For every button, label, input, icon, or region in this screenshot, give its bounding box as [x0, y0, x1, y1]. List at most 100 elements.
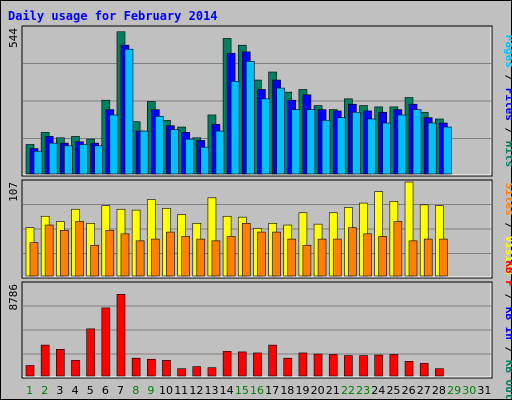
- x-tick-label: 4: [72, 384, 79, 397]
- bar-sites: [90, 244, 99, 277]
- bar-sites: [105, 230, 115, 277]
- bar-sites: [257, 231, 266, 277]
- bar-sites: [44, 224, 54, 277]
- bar-kb-f: [374, 354, 384, 377]
- x-tick-label: 12: [189, 384, 203, 397]
- bar-kb-f: [298, 352, 308, 377]
- bar-kb-f: [268, 344, 277, 377]
- bar-pages: [367, 118, 376, 175]
- bar-pages: [306, 109, 316, 175]
- x-tick-label: 23: [356, 384, 370, 397]
- bar-pages: [64, 145, 73, 175]
- legend-entry: Pages: [503, 35, 512, 68]
- legend-label: KB F / KB In / KB Out: [503, 260, 512, 399]
- bar-sites: [423, 238, 433, 277]
- bar-sites: [378, 236, 388, 277]
- y-max-label: 8786: [7, 284, 20, 311]
- bar-kb-f: [207, 367, 217, 377]
- bar-pages: [230, 81, 240, 175]
- x-tick-label: 3: [56, 384, 63, 397]
- x-tick-label: 27: [417, 384, 431, 397]
- x-tick-label: 17: [265, 384, 279, 397]
- bar-pages: [109, 114, 119, 175]
- x-tick-label: 18: [280, 384, 294, 397]
- x-tick-label: 25: [386, 384, 400, 397]
- bar-sites: [241, 222, 251, 277]
- bar-sites: [226, 236, 236, 277]
- bar-kb-f: [40, 344, 50, 377]
- bar-sites: [196, 238, 206, 277]
- bar-kb-f: [101, 307, 111, 377]
- bar-pages: [170, 129, 179, 175]
- bar-pages: [154, 115, 164, 175]
- x-tick-label: 7: [117, 384, 124, 397]
- bar-sites: [332, 238, 342, 277]
- bar-kb-f: [344, 355, 353, 377]
- bar-sites: [75, 221, 84, 277]
- x-tick-label: 5: [87, 384, 94, 397]
- bar-pages: [382, 122, 392, 175]
- legend-entry: /: [503, 121, 512, 141]
- bar-kb-f: [222, 351, 232, 377]
- bar-kb-f: [328, 354, 338, 377]
- x-tick-label: 11: [174, 384, 188, 397]
- x-tick-label: 26: [402, 384, 416, 397]
- bar-pages: [336, 117, 346, 175]
- bar-pages: [261, 98, 270, 175]
- bar-kb-f: [71, 359, 80, 377]
- bar-sites: [29, 242, 39, 277]
- x-tick-label: 14: [220, 384, 234, 397]
- legend-entry: /: [503, 287, 512, 307]
- bar-sites: [272, 231, 281, 277]
- bar-sites: [363, 233, 372, 277]
- bar-kb-f: [283, 357, 293, 377]
- bar-sites: [120, 233, 130, 277]
- y-max-label: 107: [7, 182, 20, 202]
- bar-pages: [79, 144, 88, 175]
- bar-kb-f: [162, 359, 171, 377]
- bar-kb-f: [56, 348, 65, 377]
- bar-kb-f: [146, 358, 156, 377]
- legend-entry: /: [503, 216, 512, 236]
- panel-2: 107 Sites / Visits: [7, 179, 512, 279]
- bar-kb-f: [404, 361, 414, 377]
- x-tick-label: 28: [432, 384, 446, 397]
- x-tick-label: 1: [26, 384, 33, 397]
- legend-entry: /: [503, 68, 512, 88]
- legend-entry: /: [503, 340, 512, 360]
- legend-entry: Sites: [503, 183, 512, 216]
- bar-sites: [302, 244, 312, 277]
- bar-pages: [412, 109, 422, 175]
- bar-kb-f: [192, 366, 202, 377]
- bar-pages: [215, 130, 225, 175]
- bar-pages: [200, 146, 210, 175]
- bar-pages: [33, 150, 43, 175]
- bar-kb-f: [116, 294, 126, 377]
- bar-sites: [181, 236, 190, 277]
- bar-sites: [166, 231, 175, 277]
- bar-pages: [397, 114, 407, 175]
- x-tick-label: 10: [159, 384, 173, 397]
- x-tick-label: 21: [326, 384, 340, 397]
- bar-sites: [439, 238, 448, 277]
- legend-entry: Hits: [503, 141, 512, 168]
- bar-kb-f: [359, 355, 368, 377]
- bar-pages: [94, 145, 103, 175]
- y-max-label: 544: [7, 28, 20, 48]
- legend-entry: Files: [503, 88, 512, 121]
- bar-kb-f: [237, 351, 247, 377]
- chart-title: Daily usage for February 2014: [8, 9, 218, 23]
- x-tick-label: 13: [205, 384, 219, 397]
- bar-kb-f: [313, 353, 323, 377]
- bar-kb-f: [253, 352, 262, 377]
- bar-kb-f: [25, 365, 35, 377]
- bar-pages: [276, 87, 285, 175]
- x-tick-label: 16: [250, 384, 264, 397]
- x-tick-label: 9: [147, 384, 154, 397]
- panel-1: 544 Pages / Files / Hits: [7, 25, 512, 177]
- bar-pages: [321, 120, 331, 175]
- bar-pages: [139, 130, 149, 175]
- bar-kb-f: [131, 357, 141, 377]
- bar-kb-f: [177, 368, 186, 377]
- x-tick-label: 24: [371, 384, 385, 397]
